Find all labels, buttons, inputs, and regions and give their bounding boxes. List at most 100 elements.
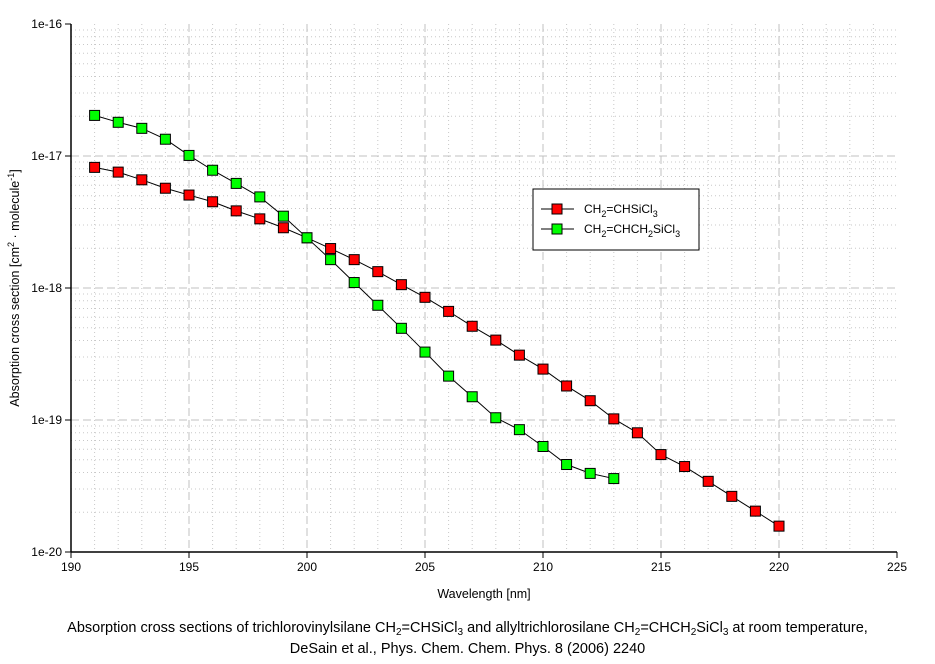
y-tick-label: 1e-16 xyxy=(31,17,62,31)
data-point-series-1 xyxy=(395,322,407,334)
data-point-series-0 xyxy=(655,449,667,461)
chart-svg: 190 195 200 205 210 215 220 225 1e-20 1e-19 1e-18 1… xyxy=(6,17,907,601)
data-point-series-1 xyxy=(112,116,124,128)
data-point-series-0 xyxy=(561,380,573,392)
legend-label-part: 3 xyxy=(675,229,680,239)
data-point-series-0 xyxy=(726,490,738,502)
data-point-series-1 xyxy=(537,440,549,452)
data-point-series-0 xyxy=(277,222,289,234)
data-point-series-0 xyxy=(395,279,407,291)
data-point-series-0 xyxy=(513,349,525,361)
y-axis-label-part: ] xyxy=(8,169,22,172)
x-tick-label: 220 xyxy=(769,560,789,574)
y-tick-label: 1e-18 xyxy=(31,281,62,295)
data-point-series-0 xyxy=(443,305,455,317)
data-point-series-0 xyxy=(183,189,195,201)
data-point-series-0 xyxy=(325,243,337,255)
x-tick-label: 215 xyxy=(651,560,671,574)
caption-subscript: 2 xyxy=(634,627,641,638)
data-point-series-0 xyxy=(112,166,124,178)
data-point-series-0 xyxy=(372,266,384,278)
data-point-series-1 xyxy=(207,164,219,176)
data-point-series-0 xyxy=(89,161,101,173)
data-point-series-0 xyxy=(136,174,148,186)
data-point-series-1 xyxy=(561,459,573,471)
y-axis-label: Absorption cross section [cm2 · molecule… xyxy=(6,169,22,406)
x-tick-label: 200 xyxy=(297,560,317,574)
data-point-series-0 xyxy=(348,254,360,266)
caption-text: =CHCH xyxy=(640,620,691,636)
legend-label: CH2=CHSiCl3 xyxy=(584,202,658,219)
data-point-series-0 xyxy=(631,427,643,439)
data-point-series-1 xyxy=(490,412,502,424)
x-tick-label: 190 xyxy=(61,560,81,574)
y-axis-label-part: · molecule xyxy=(8,181,22,242)
data-point-series-0 xyxy=(702,475,714,487)
y-tick-label: 1e-20 xyxy=(31,545,62,559)
data-point-series-1 xyxy=(89,109,101,121)
y-tick-label: 1e-19 xyxy=(31,413,62,427)
data-point-series-0 xyxy=(419,291,431,303)
legend-label-part: 2 xyxy=(648,229,653,239)
y-axis-label-part: Absorption cross section [cm xyxy=(8,247,22,407)
legend-label-part: 2 xyxy=(601,229,606,239)
caption-line-1: Absorption cross sections of trichlorovi… xyxy=(0,620,935,638)
data-point-series-0 xyxy=(608,413,620,425)
legend-label: CH2=CHCH2SiCl3 xyxy=(584,222,680,239)
legend-marker xyxy=(551,203,563,215)
data-point-series-0 xyxy=(207,196,219,208)
caption-subscript: 3 xyxy=(457,627,464,638)
legend-marker xyxy=(551,223,563,235)
legend-label-part: SiCl xyxy=(653,222,675,236)
caption-subscript: 2 xyxy=(690,627,697,638)
data-point-series-0 xyxy=(584,395,596,407)
x-axis-label: Wavelength [nm] xyxy=(437,587,530,601)
x-tick-label: 195 xyxy=(179,560,199,574)
caption-text: SiCl xyxy=(696,620,723,636)
data-point-series-1 xyxy=(254,191,266,203)
data-point-series-1 xyxy=(159,133,171,145)
data-point-series-1 xyxy=(277,210,289,222)
data-point-series-0 xyxy=(679,461,691,473)
y-axis-label-part: -1 xyxy=(6,173,16,181)
data-point-series-0 xyxy=(230,205,242,217)
data-point-series-0 xyxy=(490,334,502,346)
x-tick-label: 225 xyxy=(887,560,907,574)
data-point-series-1 xyxy=(230,177,242,189)
data-point-series-0 xyxy=(254,213,266,225)
data-point-series-1 xyxy=(136,122,148,134)
legend-label-part: 3 xyxy=(653,209,658,219)
data-point-series-1 xyxy=(372,299,384,311)
legend-box xyxy=(532,188,700,251)
data-point-series-0 xyxy=(537,363,549,375)
legend-label-part: CH xyxy=(584,222,601,236)
legend-label-part: CH xyxy=(584,202,601,216)
data-point-series-1 xyxy=(466,391,478,403)
data-point-series-1 xyxy=(183,149,195,161)
legend-label-part: =CHSiCl xyxy=(606,202,652,216)
data-point-series-0 xyxy=(749,505,761,517)
caption-subscript: 3 xyxy=(722,627,729,638)
x-tick-label: 205 xyxy=(415,560,435,574)
caption-line-2: DeSain et al., Phys. Chem. Chem. Phys. 8… xyxy=(289,641,646,657)
caption-subscript: 2 xyxy=(395,627,402,638)
caption-text: =CHSiCl xyxy=(401,620,458,636)
data-point-series-1 xyxy=(443,370,455,382)
x-tick-label: 210 xyxy=(533,560,553,574)
data-point-series-1 xyxy=(608,473,620,485)
data-point-series-1 xyxy=(419,346,431,358)
data-point-series-0 xyxy=(773,520,785,532)
y-tick-label: 1e-17 xyxy=(31,149,62,163)
data-point-series-1 xyxy=(584,467,596,479)
data-point-series-0 xyxy=(466,320,478,332)
data-point-series-1 xyxy=(301,232,313,244)
legend-label-part: =CHCH xyxy=(606,222,648,236)
data-point-series-1 xyxy=(513,424,525,436)
data-point-series-1 xyxy=(348,277,360,289)
caption-text: and allyltrichlorosilane CH xyxy=(463,620,635,636)
data-point-series-1 xyxy=(325,254,337,266)
data-point-series-0 xyxy=(159,182,171,194)
legend-label-part: 2 xyxy=(601,209,606,219)
caption-text: Absorption cross sections of trichlorovi… xyxy=(67,620,396,636)
